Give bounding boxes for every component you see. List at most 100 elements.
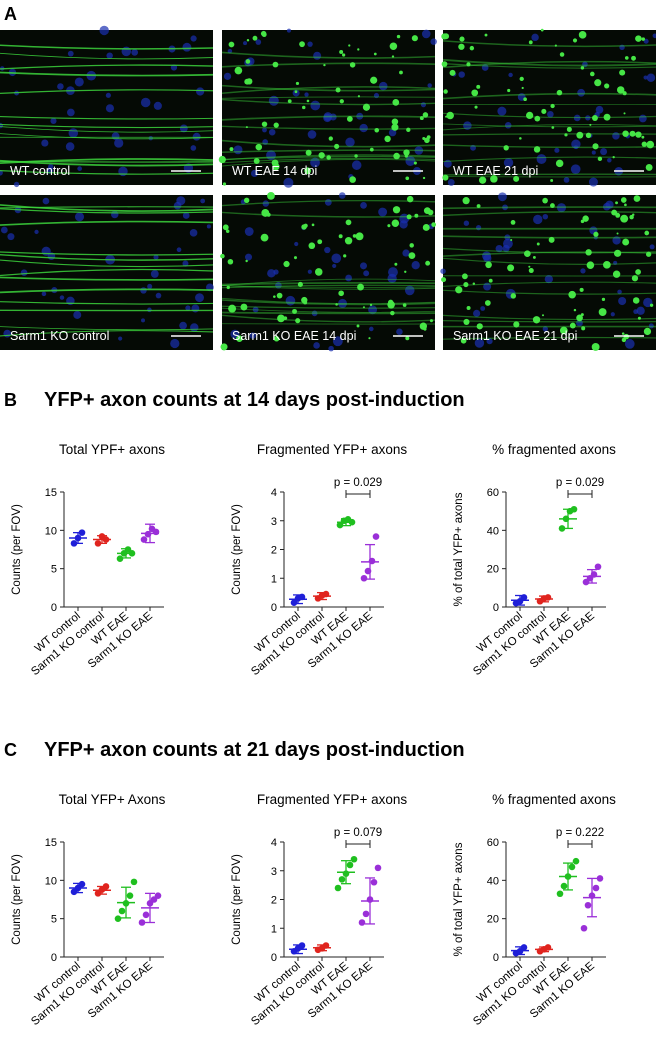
- nucleus: [185, 305, 190, 310]
- axon-fragment: [228, 259, 234, 265]
- y-tick-label: 60: [487, 837, 499, 849]
- nucleus: [234, 145, 243, 154]
- nucleus: [140, 287, 146, 293]
- axon-fragment: [345, 237, 352, 244]
- axon-fragment: [631, 56, 636, 61]
- panel-label: B: [4, 390, 17, 410]
- axon-fragment: [336, 87, 341, 92]
- axon-fragment: [357, 48, 359, 50]
- axon-fragment: [390, 311, 394, 315]
- axon-fragment: [427, 135, 431, 139]
- axon-fragment: [477, 204, 481, 208]
- axon-fragment: [550, 104, 554, 108]
- y-tick-label: 2: [271, 545, 277, 557]
- nucleus: [283, 178, 293, 188]
- y-tick-label: 15: [45, 487, 57, 499]
- axon-fragment: [644, 231, 649, 236]
- y-axis-label: Counts (per FOV): [11, 854, 23, 945]
- data-point: [335, 885, 342, 892]
- axon-fragment: [646, 252, 651, 257]
- nucleus: [508, 73, 512, 77]
- axon-fragment: [256, 144, 263, 151]
- axon-fragment: [399, 71, 403, 75]
- data-point: [585, 902, 592, 909]
- nucleus: [190, 323, 198, 331]
- axon-fragment: [403, 303, 407, 307]
- nucleus: [607, 158, 612, 163]
- data-point: [367, 896, 374, 903]
- nucleus: [577, 89, 585, 97]
- axon-fragment: [425, 261, 430, 266]
- data-point: [361, 575, 368, 582]
- chart-title: Total YFP+ Axons: [59, 792, 166, 807]
- axon-fragment: [467, 306, 471, 310]
- axon-fragment: [302, 106, 305, 109]
- data-point: [363, 911, 370, 918]
- y-tick-label: 3: [271, 866, 277, 878]
- axon-fragment: [391, 124, 398, 131]
- data-point: [365, 568, 372, 575]
- axon-fragment: [387, 301, 395, 309]
- axon-fragment: [442, 61, 448, 67]
- axon-fragment: [520, 77, 524, 81]
- data-point: [351, 856, 358, 863]
- axon-fragment: [315, 268, 323, 276]
- nucleus: [639, 115, 647, 123]
- axon-fragment: [635, 35, 642, 42]
- axon-fragment: [463, 319, 469, 325]
- axon-fragment: [412, 35, 418, 41]
- axon-fragment: [599, 308, 607, 316]
- axon-fragment: [507, 89, 510, 92]
- nucleus: [179, 322, 187, 330]
- nucleus: [396, 328, 403, 335]
- nucleus: [325, 199, 332, 206]
- axon-fragment: [244, 198, 249, 203]
- axon-fragment: [335, 303, 338, 306]
- axon-fragment: [602, 298, 605, 301]
- nucleus: [430, 38, 436, 44]
- nucleus: [191, 304, 199, 312]
- axon-fragment: [485, 261, 492, 268]
- data-point: [127, 892, 134, 899]
- y-tick-label: 40: [487, 525, 499, 537]
- axon-fragment: [555, 45, 557, 47]
- nucleus: [480, 306, 485, 311]
- nucleus: [647, 73, 655, 81]
- nucleus: [360, 262, 367, 269]
- axon-fragment: [581, 326, 585, 330]
- data-point: [347, 862, 354, 869]
- axon-fragment: [625, 56, 629, 60]
- axon-fragment: [273, 62, 279, 68]
- y-axis-label: Counts (per FOV): [231, 504, 243, 595]
- axon-fragment: [407, 196, 413, 202]
- axon-fragment: [370, 304, 372, 306]
- data-point: [123, 900, 130, 907]
- data-point: [155, 892, 162, 899]
- y-tick-label: 20: [487, 914, 499, 926]
- axon-fragment: [489, 279, 493, 283]
- nucleus: [224, 73, 231, 80]
- micrograph: Sarm1 KO EAE 21 dpi: [440, 192, 656, 351]
- axon-fragment: [441, 277, 446, 282]
- data-point: [119, 908, 126, 915]
- data-point: [299, 942, 306, 949]
- axon-fragment: [404, 271, 406, 273]
- axon-fragment: [592, 143, 598, 149]
- axon-fragment: [318, 152, 324, 158]
- axon-fragment: [533, 316, 540, 323]
- data-point: [571, 506, 578, 513]
- axon-fragment: [423, 224, 430, 231]
- nucleus: [193, 133, 201, 141]
- nucleus: [60, 295, 64, 299]
- nucleus: [106, 104, 114, 112]
- axon-fragment: [405, 176, 409, 180]
- nucleus: [245, 227, 254, 236]
- data-point: [589, 892, 596, 899]
- nucleus: [75, 77, 84, 86]
- axon-fragment: [348, 44, 350, 46]
- data-point: [563, 516, 570, 523]
- nucleus: [505, 122, 512, 129]
- nucleus: [363, 270, 369, 276]
- p-value: p = 0.029: [556, 477, 604, 489]
- axon-fragment: [261, 209, 269, 217]
